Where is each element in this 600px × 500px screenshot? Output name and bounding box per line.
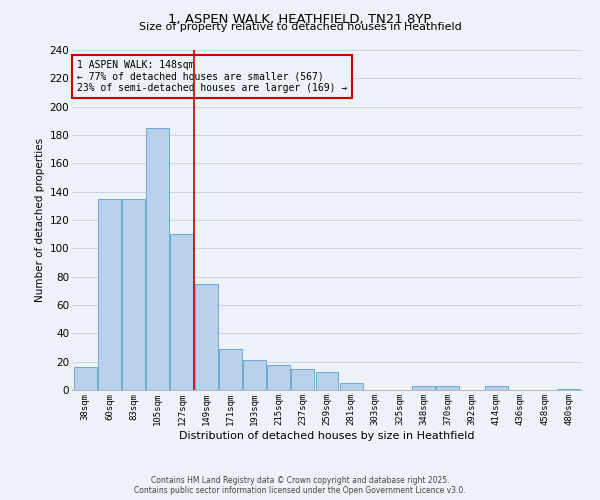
Bar xyxy=(485,386,508,390)
X-axis label: Distribution of detached houses by size in Heathfield: Distribution of detached houses by size … xyxy=(179,430,475,440)
Bar xyxy=(436,386,460,390)
Bar xyxy=(194,284,218,390)
Bar xyxy=(292,369,314,390)
Bar xyxy=(316,372,338,390)
Text: Contains HM Land Registry data © Crown copyright and database right 2025.
Contai: Contains HM Land Registry data © Crown c… xyxy=(134,476,466,495)
Bar xyxy=(170,234,193,390)
Bar xyxy=(340,383,362,390)
Bar xyxy=(98,198,121,390)
Y-axis label: Number of detached properties: Number of detached properties xyxy=(35,138,46,302)
Text: 1 ASPEN WALK: 148sqm
← 77% of detached houses are smaller (567)
23% of semi-deta: 1 ASPEN WALK: 148sqm ← 77% of detached h… xyxy=(77,60,347,94)
Bar xyxy=(74,368,97,390)
Bar xyxy=(219,349,242,390)
Bar xyxy=(412,386,435,390)
Bar xyxy=(557,388,580,390)
Bar xyxy=(122,198,145,390)
Text: Size of property relative to detached houses in Heathfield: Size of property relative to detached ho… xyxy=(139,22,461,32)
Bar xyxy=(146,128,169,390)
Bar xyxy=(267,364,290,390)
Bar xyxy=(243,360,266,390)
Text: 1, ASPEN WALK, HEATHFIELD, TN21 8YP: 1, ASPEN WALK, HEATHFIELD, TN21 8YP xyxy=(169,12,431,26)
